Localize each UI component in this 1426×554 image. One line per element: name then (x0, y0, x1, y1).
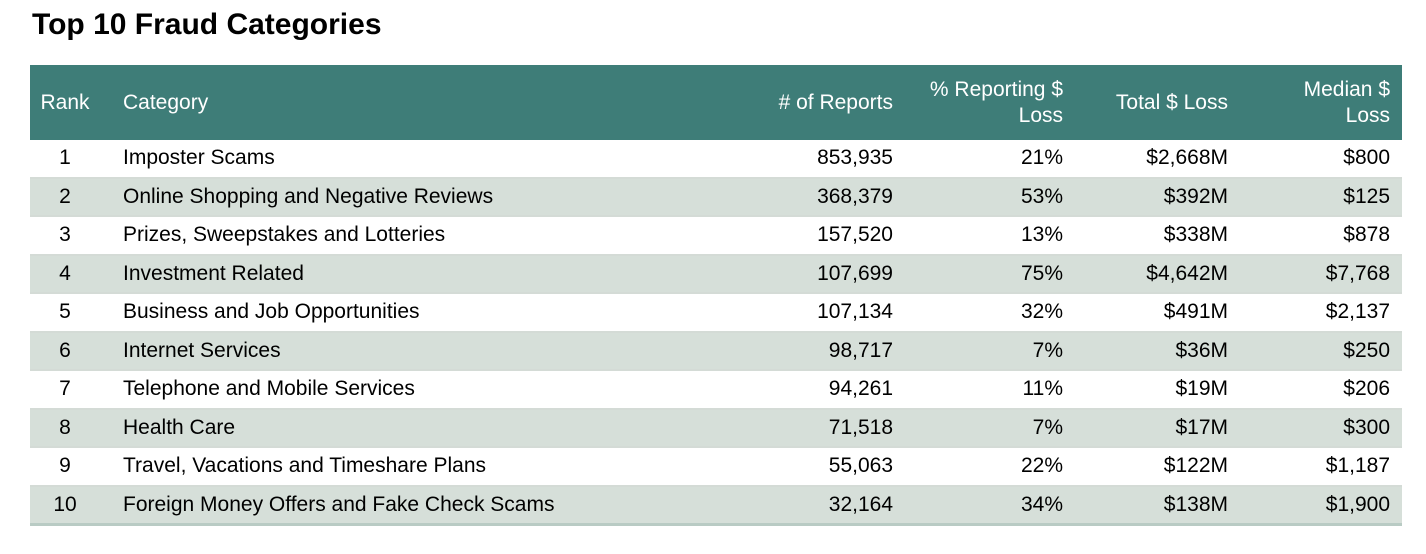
column-header-pct-loss-line2: Loss (1018, 103, 1063, 127)
cell-total-loss: $392M (1075, 176, 1240, 216)
cell-reports: 107,134 (720, 292, 905, 332)
column-header-median-loss-line1: Median $ (1303, 77, 1390, 101)
cell-rank: 8 (30, 407, 100, 447)
cell-category: Foreign Money Offers and Fake Check Scam… (100, 484, 720, 526)
cell-median-loss: $250 (1240, 330, 1402, 370)
cell-reports: 368,379 (720, 176, 905, 216)
table-row: 7 Telephone and Mobile Services 94,261 1… (30, 369, 1402, 409)
cell-pct-loss: 75% (905, 253, 1075, 293)
table-row: 1 Imposter Scams 853,935 21% $2,668M $80… (30, 140, 1402, 178)
cell-reports: 71,518 (720, 407, 905, 447)
cell-median-loss: $300 (1240, 407, 1402, 447)
table-row: 6 Internet Services 98,717 7% $36M $250 (30, 330, 1402, 370)
table-row: 5 Business and Job Opportunities 107,134… (30, 292, 1402, 332)
cell-pct-loss: 7% (905, 330, 1075, 370)
cell-total-loss: $17M (1075, 407, 1240, 447)
cell-rank: 10 (30, 484, 100, 526)
cell-reports: 55,063 (720, 446, 905, 486)
cell-median-loss: $878 (1240, 215, 1402, 255)
cell-median-loss: $125 (1240, 176, 1402, 216)
table-row: 4 Investment Related 107,699 75% $4,642M… (30, 253, 1402, 293)
cell-median-loss: $800 (1240, 140, 1402, 178)
cell-total-loss: $338M (1075, 215, 1240, 255)
page-title: Top 10 Fraud Categories (32, 8, 382, 41)
table-row: 8 Health Care 71,518 7% $17M $300 (30, 407, 1402, 447)
cell-rank: 6 (30, 330, 100, 370)
cell-reports: 157,520 (720, 215, 905, 255)
cell-total-loss: $19M (1075, 369, 1240, 409)
cell-reports: 98,717 (720, 330, 905, 370)
cell-category: Travel, Vacations and Timeshare Plans (100, 446, 720, 486)
cell-reports: 94,261 (720, 369, 905, 409)
cell-pct-loss: 32% (905, 292, 1075, 332)
table-row: 10 Foreign Money Offers and Fake Check S… (30, 484, 1402, 526)
column-header-total-loss: Total $ Loss (1075, 65, 1240, 140)
column-header-pct-loss: % Reporting $ Loss (905, 65, 1075, 140)
table-row: 3 Prizes, Sweepstakes and Lotteries 157,… (30, 215, 1402, 255)
cell-total-loss: $2,668M (1075, 140, 1240, 178)
column-header-rank: Rank (30, 65, 100, 140)
cell-median-loss: $7,768 (1240, 253, 1402, 293)
cell-category: Online Shopping and Negative Reviews (100, 176, 720, 216)
cell-category: Telephone and Mobile Services (100, 369, 720, 409)
cell-pct-loss: 53% (905, 176, 1075, 216)
column-header-category: Category (100, 65, 720, 140)
cell-total-loss: $138M (1075, 484, 1240, 526)
column-header-reports: # of Reports (720, 65, 905, 140)
cell-pct-loss: 34% (905, 484, 1075, 526)
cell-rank: 7 (30, 369, 100, 409)
cell-total-loss: $491M (1075, 292, 1240, 332)
cell-reports: 32,164 (720, 484, 905, 526)
cell-rank: 2 (30, 176, 100, 216)
cell-pct-loss: 13% (905, 215, 1075, 255)
cell-category: Investment Related (100, 253, 720, 293)
cell-category: Health Care (100, 407, 720, 447)
cell-rank: 3 (30, 215, 100, 255)
fraud-categories-table: Rank Category # of Reports % Reporting $… (30, 65, 1402, 526)
cell-total-loss: $36M (1075, 330, 1240, 370)
column-header-median-loss: Median $ Loss (1240, 65, 1402, 140)
table-row: 2 Online Shopping and Negative Reviews 3… (30, 176, 1402, 216)
cell-reports: 107,699 (720, 253, 905, 293)
cell-reports: 853,935 (720, 140, 905, 178)
cell-pct-loss: 7% (905, 407, 1075, 447)
cell-median-loss: $1,900 (1240, 484, 1402, 526)
cell-pct-loss: 22% (905, 446, 1075, 486)
cell-rank: 5 (30, 292, 100, 332)
table-row: 9 Travel, Vacations and Timeshare Plans … (30, 446, 1402, 486)
cell-median-loss: $206 (1240, 369, 1402, 409)
column-header-pct-loss-line1: % Reporting $ (929, 77, 1063, 101)
cell-total-loss: $122M (1075, 446, 1240, 486)
cell-category: Business and Job Opportunities (100, 292, 720, 332)
cell-rank: 9 (30, 446, 100, 486)
cell-pct-loss: 11% (905, 369, 1075, 409)
cell-median-loss: $2,137 (1240, 292, 1402, 332)
cell-pct-loss: 21% (905, 140, 1075, 178)
cell-category: Internet Services (100, 330, 720, 370)
cell-category: Imposter Scams (100, 140, 720, 178)
column-header-median-loss-line2: Loss (1345, 103, 1390, 127)
cell-category: Prizes, Sweepstakes and Lotteries (100, 215, 720, 255)
table-header-row: Rank Category # of Reports % Reporting $… (30, 65, 1402, 140)
cell-rank: 4 (30, 253, 100, 293)
cell-rank: 1 (30, 140, 100, 178)
cell-total-loss: $4,642M (1075, 253, 1240, 293)
cell-median-loss: $1,187 (1240, 446, 1402, 486)
